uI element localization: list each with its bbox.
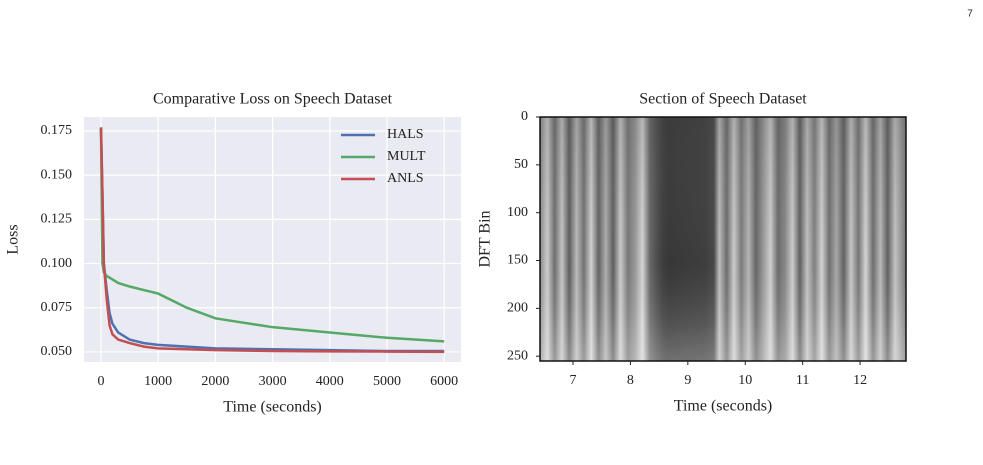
y-tick-label: 0.150 <box>41 167 73 182</box>
x-tick-label: 12 <box>853 373 867 388</box>
y-tick-label: 200 <box>507 301 528 316</box>
y-tick-label: 150 <box>507 253 528 268</box>
x-tick-label: 2000 <box>201 374 229 389</box>
x-tick-label: 7 <box>570 373 577 388</box>
x-tick-label: 4000 <box>316 374 344 389</box>
x-axis-label: Time (seconds) <box>674 398 773 415</box>
x-tick-label: 9 <box>684 373 691 388</box>
y-tick-label: 0 <box>521 109 528 124</box>
chart-title: Section of Speech Dataset <box>639 91 807 108</box>
spectrogram-shade <box>540 117 906 361</box>
chart-title: Comparative Loss on Speech Dataset <box>153 91 393 108</box>
y-tick-label: 0.125 <box>41 212 73 227</box>
y-tick-label: 0.075 <box>41 300 73 315</box>
x-tick-label: 5000 <box>373 374 401 389</box>
x-tick-label: 10 <box>738 373 752 388</box>
x-tick-label: 8 <box>627 373 634 388</box>
y-tick-label: 0.100 <box>41 256 73 271</box>
y-axis-label: Loss <box>5 224 22 254</box>
y-tick-label: 0.050 <box>41 344 73 359</box>
x-tick-label: 6000 <box>430 374 458 389</box>
x-axis-label: Time (seconds) <box>223 399 322 416</box>
y-tick-label: 0.175 <box>41 123 73 138</box>
legend-label: ANLS <box>387 171 424 186</box>
series-line <box>99 127 445 354</box>
y-tick-label: 100 <box>507 205 528 220</box>
y-tick-label: 250 <box>507 348 528 363</box>
x-tick-label: 0 <box>97 374 104 389</box>
legend-label: HALS <box>387 127 424 142</box>
x-tick-label: 1000 <box>144 374 172 389</box>
x-tick-label: 11 <box>796 373 809 388</box>
y-axis-label: DFT Bin <box>477 210 494 267</box>
y-tick-label: 50 <box>514 157 528 172</box>
legend-label: MULT <box>387 149 426 164</box>
plot-frame <box>539 116 907 362</box>
x-tick-label: 3000 <box>259 374 287 389</box>
page-number: 7 <box>967 9 973 20</box>
